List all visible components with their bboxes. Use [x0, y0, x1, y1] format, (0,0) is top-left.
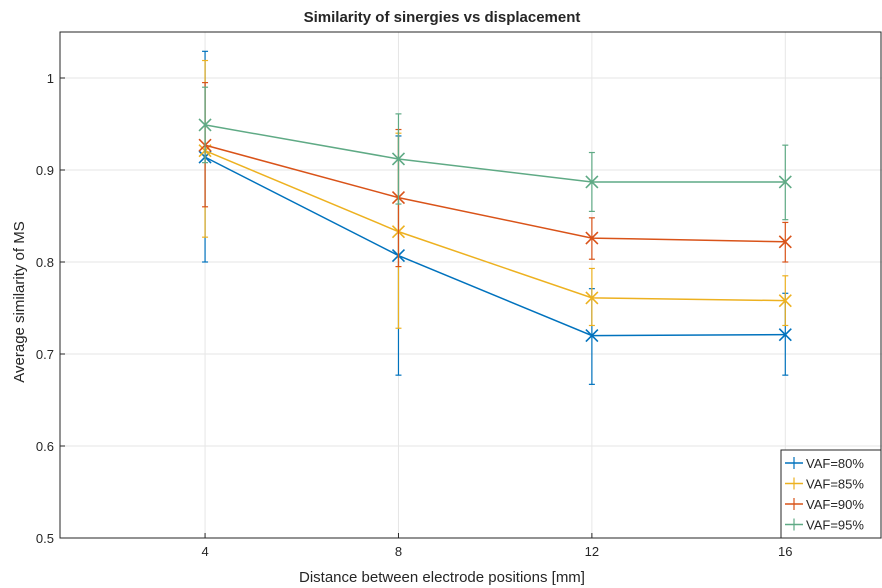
series-line — [204, 149, 786, 302]
legend-label: VAF=80% — [806, 456, 864, 471]
data-point — [778, 294, 792, 308]
data-point — [198, 118, 212, 132]
data-point — [585, 291, 599, 305]
chart-title: Similarity of sinergies vs displacement — [304, 9, 581, 26]
y-axis-label: Average similarity of MS — [11, 221, 28, 382]
series-line — [204, 124, 786, 183]
tick-layer: 4 8 12 16 0.5 0.6 0.7 0.8 0.9 1 — [36, 71, 793, 559]
y-tick-label: 0.9 — [36, 163, 54, 178]
legend: VAF=80% VAF=85% VAF=90% VAF=95% — [780, 449, 882, 539]
y-tick-label: 1 — [47, 71, 54, 86]
legend-entry: VAF=95% — [785, 518, 864, 533]
data-point — [391, 152, 406, 166]
series-line — [204, 144, 786, 243]
x-tick-label: 8 — [395, 544, 402, 559]
series-VAF=85% — [198, 59, 792, 329]
legend-entry: VAF=85% — [785, 477, 864, 492]
y-tick-label: 0.5 — [36, 531, 54, 546]
legend-label: VAF=85% — [806, 477, 864, 492]
legend-label: VAF=95% — [806, 518, 864, 533]
legend-label: VAF=90% — [806, 497, 864, 512]
y-tick-label: 0.7 — [36, 347, 54, 362]
series-VAF=90% — [198, 81, 792, 268]
legend-box — [780, 449, 882, 539]
data-point — [778, 235, 792, 249]
series-line — [204, 156, 786, 337]
x-tick-label: 16 — [778, 544, 792, 559]
legend-entry: VAF=90% — [785, 497, 864, 512]
y-tick-label: 0.6 — [36, 439, 54, 454]
data-point — [778, 175, 792, 189]
series-layer — [198, 50, 792, 385]
data-point — [585, 329, 599, 343]
x-axis-label: Distance between electrode positions [mm… — [299, 569, 585, 586]
series-VAF=95% — [198, 86, 792, 221]
y-tick-label: 0.8 — [36, 255, 54, 270]
x-tick-label: 12 — [585, 544, 599, 559]
legend-entry: VAF=80% — [785, 456, 864, 471]
data-point — [585, 231, 599, 245]
data-point — [585, 175, 599, 189]
x-tick-label: 4 — [201, 544, 208, 559]
data-point — [778, 328, 792, 342]
plot-area-frame — [59, 31, 882, 539]
